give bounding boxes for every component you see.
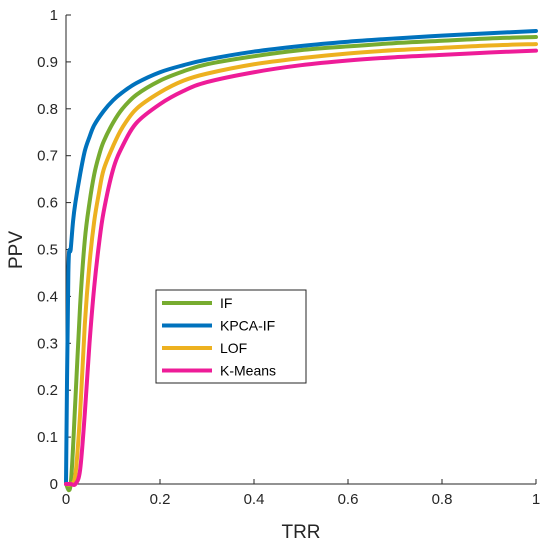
- x-tick-label: 0.2: [150, 491, 171, 508]
- series-line-kpca-if: [64, 28, 538, 486]
- y-tick-label: 0.4: [37, 288, 58, 305]
- series-line-k-means: [64, 48, 538, 488]
- legend-label-lof: LOF: [220, 340, 247, 356]
- y-tick-label: 0.7: [37, 148, 58, 165]
- series-line-lof: [64, 42, 538, 487]
- series-line-if: [64, 35, 538, 493]
- y-tick-label: 0: [50, 476, 58, 493]
- x-tick-label: 1: [532, 491, 540, 508]
- series-layer: [64, 28, 538, 493]
- y-tick-label: 0.6: [37, 195, 58, 212]
- legend-box: [155, 289, 307, 384]
- y-tick-label: 0.1: [37, 429, 58, 446]
- y-tick-label: 0.3: [37, 335, 58, 352]
- y-axis-label: PPV: [6, 231, 27, 269]
- y-tick-label: 0.2: [37, 382, 58, 399]
- y-tick-label: 1: [50, 7, 58, 24]
- legend-label-k-means: K-Means: [220, 363, 276, 379]
- y-tick-label: 0.9: [37, 54, 58, 71]
- legend-label-kpca-if: KPCA-IF: [220, 318, 275, 334]
- x-tick-label: 0: [62, 491, 70, 508]
- y-tick-label: 0.8: [37, 101, 58, 118]
- x-tick-label: 0.4: [244, 491, 265, 508]
- legend-label-if: IF: [220, 295, 232, 311]
- axes: 0 0.2 0.4 0.6 0.8 1 0 0.1 0.2 0.3 0.4 0.5 0.6 0.7 0.8 0…: [37, 7, 540, 508]
- y-tick-label: 0.5: [37, 242, 58, 259]
- x-tick-label: 0.6: [338, 491, 359, 508]
- x-tick-label: 0.8: [432, 491, 453, 508]
- legend: IF KPCA-IF LOF K-Means: [155, 289, 307, 384]
- x-axis-label: TRR: [281, 522, 320, 543]
